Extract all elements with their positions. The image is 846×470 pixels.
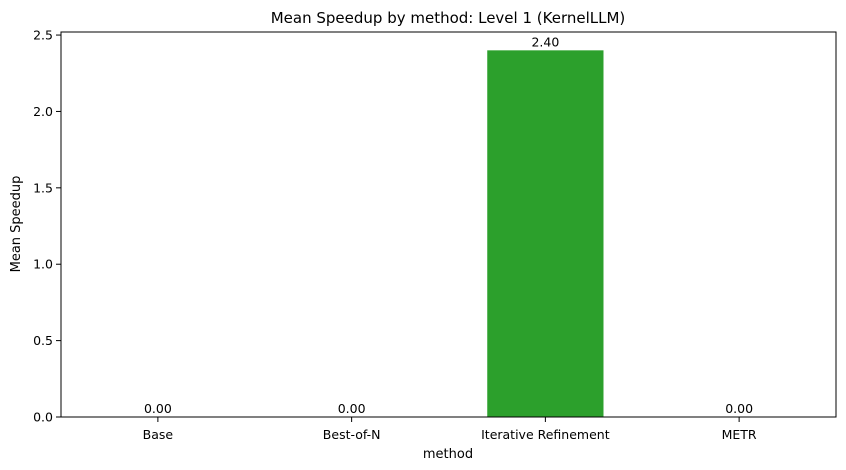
y-tick-label: 0.5: [33, 333, 53, 348]
bars: [487, 50, 604, 417]
y-axis-label: Mean Speedup: [9, 176, 24, 273]
x-tick-label: Best-of-N: [323, 427, 381, 442]
bar-value-label: 2.40: [531, 34, 559, 49]
y-tick-label: 1.0: [33, 257, 53, 272]
x-tick-label: Base: [143, 427, 174, 442]
y-tick-label: 2.0: [33, 104, 53, 119]
bar-value-label: 0.00: [725, 401, 753, 416]
chart-title: Mean Speedup by method: Level 1 (KernelL…: [271, 9, 626, 27]
x-axis-ticks: Base Best-of-N Iterative Refinement METR: [143, 417, 757, 442]
bar-value-labels: 0.00 0.00 2.40 0.00: [144, 34, 753, 416]
x-tick-label: METR: [722, 427, 757, 442]
y-tick-label: 1.5: [33, 180, 53, 195]
x-axis-label: method: [423, 447, 473, 462]
plot-frame: [60, 31, 837, 418]
x-tick-label: Iterative Refinement: [481, 427, 610, 442]
bar-value-label: 0.00: [338, 401, 366, 416]
y-axis-ticks: 0.0 0.5 1.0 1.5 2.0 2.5: [33, 28, 61, 425]
y-tick-label: 0.0: [33, 410, 53, 425]
y-tick-label: 2.5: [33, 28, 53, 43]
bar-iterative-refinement: [487, 50, 604, 417]
bar-value-label: 0.00: [144, 401, 172, 416]
